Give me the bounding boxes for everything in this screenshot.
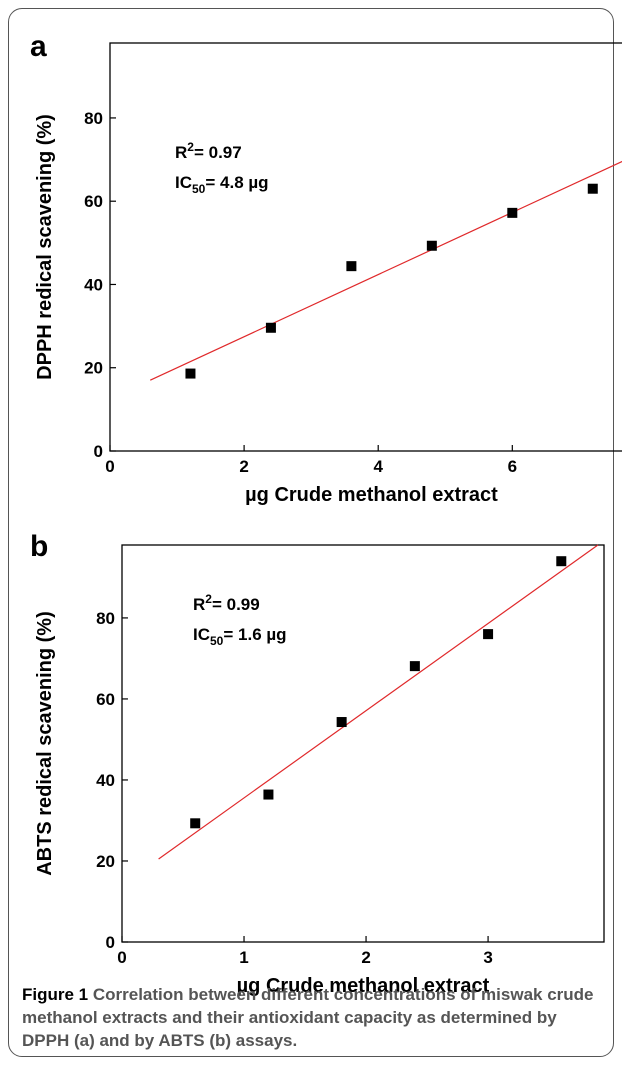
figure-frame bbox=[8, 8, 614, 1057]
r-squared-annotation: R2= 0.97 bbox=[175, 140, 242, 162]
panel-letter-a: a bbox=[30, 30, 47, 63]
chart-panel-b: b 0 1 2 3 0 20 40 60 80 µg Crude methanol extract… bbox=[30, 530, 605, 997]
y-axis-title: DPPH redical scavening (%) bbox=[34, 114, 56, 380]
plot-frame bbox=[109, 42, 622, 452]
data-point bbox=[587, 183, 598, 194]
figure-label: Figure 1 bbox=[22, 985, 89, 1004]
panel-letter-b: b bbox=[30, 530, 48, 563]
y-tick-label: 0 bbox=[106, 933, 115, 952]
y-tick-label: 80 bbox=[96, 609, 115, 628]
data-point bbox=[263, 789, 274, 800]
y-tick-label: 0 bbox=[94, 442, 103, 461]
r-squared-annotation: R2= 0.99 bbox=[193, 592, 260, 614]
x-tick-label: 1 bbox=[239, 948, 248, 967]
x-tick-label: 0 bbox=[117, 948, 126, 967]
y-tick-label: 20 bbox=[96, 852, 115, 871]
data-point bbox=[185, 368, 196, 379]
x-tick-label: 6 bbox=[508, 457, 517, 476]
x-tick-label: 4 bbox=[373, 457, 383, 476]
x-tick-label: 3 bbox=[483, 948, 492, 967]
data-point bbox=[265, 322, 276, 333]
data-point bbox=[346, 261, 357, 272]
data-point bbox=[426, 240, 437, 251]
plot-frame bbox=[121, 544, 605, 943]
regression-line bbox=[149, 160, 622, 381]
data-point bbox=[190, 818, 201, 829]
y-tick-label: 40 bbox=[84, 275, 103, 294]
x-tick-label: 0 bbox=[105, 457, 114, 476]
y-tick-label: 60 bbox=[84, 192, 103, 211]
data-point bbox=[556, 556, 567, 567]
caption-text: Correlation between different concentrat… bbox=[22, 985, 594, 1050]
y-tick-label: 60 bbox=[96, 690, 115, 709]
data-point bbox=[483, 629, 494, 640]
y-axis-title: ABTS redical scavening (%) bbox=[34, 611, 56, 876]
figure-caption: Figure 1 Correlation between different c… bbox=[22, 983, 607, 1052]
x-tick-label: 2 bbox=[239, 457, 248, 476]
ic50-annotation: IC50= 1.6 µg bbox=[193, 625, 287, 648]
ic50-annotation: IC50= 4.8 µg bbox=[175, 173, 269, 196]
y-tick-label: 20 bbox=[84, 359, 103, 378]
x-axis-title: µg Crude methanol extract bbox=[237, 975, 490, 997]
x-axis-title: µg Crude methanol extract bbox=[245, 484, 498, 506]
x-tick-label: 2 bbox=[361, 948, 370, 967]
regression-line bbox=[158, 544, 599, 860]
y-tick-label: 40 bbox=[96, 771, 115, 790]
data-point bbox=[507, 207, 518, 218]
y-tick-label: 80 bbox=[84, 109, 103, 128]
data-point bbox=[336, 717, 347, 728]
data-point bbox=[409, 661, 420, 672]
